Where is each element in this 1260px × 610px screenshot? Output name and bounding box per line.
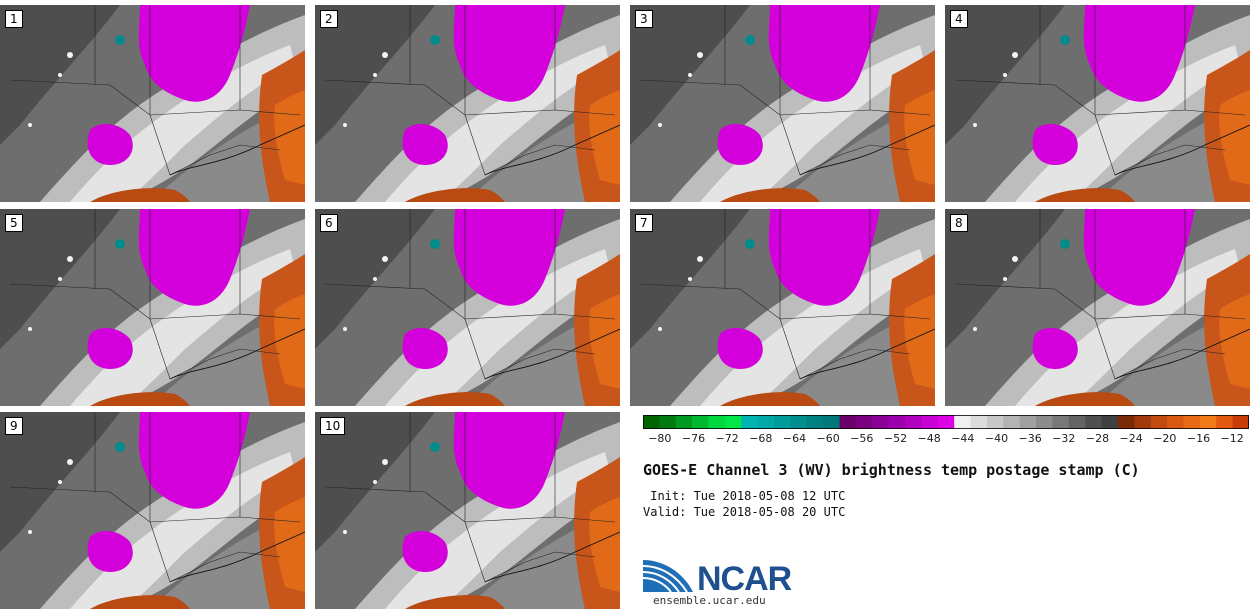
- panel-number-label: 5: [5, 214, 23, 232]
- colorbar-swatch: [1167, 415, 1184, 429]
- colorbar-swatch: [855, 415, 873, 429]
- colorbar-tick-label: −40: [984, 432, 1009, 445]
- colorbar-swatch: [1232, 415, 1249, 429]
- colorbar-swatch: [724, 415, 742, 429]
- colorbar-swatch: [643, 415, 660, 429]
- figure-title: GOES-E Channel 3 (WV) brightness temp po…: [643, 461, 1140, 479]
- panel-number-label: 7: [635, 214, 653, 232]
- panel-number-label: 3: [635, 10, 653, 28]
- colorbar-tick-label: −64: [782, 432, 807, 445]
- water-vapor-map: [945, 209, 1250, 406]
- colorbar-swatch: [905, 415, 922, 429]
- water-vapor-map: [0, 209, 305, 406]
- colorbar-swatch: [1117, 415, 1135, 429]
- colorbar-swatch: [1134, 415, 1152, 429]
- colorbar-swatch: [1150, 415, 1168, 429]
- postage-stamp-panel: 8: [945, 209, 1250, 406]
- colorbar: [643, 415, 1249, 429]
- postage-stamp-panel: 6: [315, 209, 620, 406]
- postage-stamp-panel: 1: [0, 5, 305, 202]
- colorbar-tick-label: −36: [1018, 432, 1042, 445]
- colorbar-swatch: [1085, 415, 1103, 429]
- colorbar-tick-label: −76: [681, 432, 706, 445]
- water-vapor-map: [630, 5, 935, 202]
- colorbar-swatch: [986, 415, 1004, 429]
- postage-stamp-panel: 7: [630, 209, 935, 406]
- colorbar-swatch: [806, 415, 824, 429]
- colorbar-swatch: [954, 415, 972, 429]
- colorbar-tick-label: −28: [1085, 432, 1110, 445]
- colorbar-swatch: [1068, 415, 1086, 429]
- colorbar-ticks: −80 −76 −72 −68 −64 −60 −56 −52 −48 −44 −40 −36 −32−…: [643, 432, 1249, 450]
- colorbar-swatch: [1036, 415, 1053, 429]
- colorbar-swatch: [937, 415, 955, 429]
- colorbar-tick-label: −72: [715, 432, 739, 445]
- colorbar-swatch: [888, 415, 906, 429]
- colorbar-swatch: [774, 415, 791, 429]
- colorbar-swatch: [1199, 415, 1217, 429]
- colorbar-tick-label: −44: [951, 432, 975, 445]
- colorbar-tick-label: −48: [917, 432, 941, 445]
- colorbar-tick-label: −52: [883, 432, 908, 445]
- site-url: ensemble.ucar.edu: [653, 594, 766, 607]
- colorbar-tick-label: −32: [1052, 432, 1076, 445]
- colorbar-tick-label: −12: [1220, 432, 1244, 445]
- water-vapor-map: [0, 412, 305, 609]
- colorbar-swatch: [675, 415, 693, 429]
- colorbar-swatch: [1019, 415, 1037, 429]
- colorbar-swatch: [1216, 415, 1234, 429]
- colorbar-swatch: [872, 415, 890, 429]
- ncar-logo-icon: [643, 552, 695, 592]
- panel-number-label: 8: [950, 214, 968, 232]
- colorbar-swatch: [921, 415, 939, 429]
- colorbar-swatch: [692, 415, 710, 429]
- colorbar-swatch: [757, 415, 775, 429]
- colorbar-swatch: [823, 415, 841, 429]
- colorbar-swatch: [1183, 415, 1201, 429]
- colorbar-swatch: [1052, 415, 1070, 429]
- colorbar-tick-label: −20: [1153, 432, 1177, 445]
- postage-stamp-panel: 2: [315, 5, 620, 202]
- postage-stamp-panel: 9: [0, 412, 305, 609]
- water-vapor-map: [315, 412, 620, 609]
- colorbar-tick-label: −16: [1186, 432, 1211, 445]
- colorbar-tick-label: −80: [648, 432, 672, 445]
- postage-stamp-panel: 3: [630, 5, 935, 202]
- colorbar-swatch: [839, 415, 857, 429]
- panel-number-label: 9: [5, 417, 23, 435]
- colorbar-tick-label: −60: [816, 432, 840, 445]
- init-time: Init: Tue 2018-05-08 12 UTC: [643, 489, 846, 503]
- panel-number-label: 6: [320, 214, 338, 232]
- water-vapor-map: [315, 209, 620, 406]
- panel-number-label: 10: [320, 417, 346, 435]
- water-vapor-map: [630, 209, 935, 406]
- colorbar-tick-label: −56: [850, 432, 874, 445]
- colorbar-swatch: [741, 415, 759, 429]
- panel-number-label: 2: [320, 10, 338, 28]
- colorbar-swatch: [790, 415, 808, 429]
- valid-time: Valid: Tue 2018-05-08 20 UTC: [643, 505, 846, 519]
- colorbar-swatch: [970, 415, 988, 429]
- panel-number-label: 4: [950, 10, 968, 28]
- water-vapor-map: [0, 5, 305, 202]
- water-vapor-map: [945, 5, 1250, 202]
- colorbar-tick-label: −24: [1119, 432, 1143, 445]
- postage-stamp-panel: 10: [315, 412, 620, 609]
- postage-stamp-panel: 4: [945, 5, 1250, 202]
- ncar-logo-text: NCAR: [697, 560, 792, 598]
- colorbar-tick-label: −68: [749, 432, 773, 445]
- colorbar-swatch: [708, 415, 726, 429]
- colorbar-swatch: [1003, 415, 1021, 429]
- colorbar-swatch: [1101, 415, 1119, 429]
- water-vapor-map: [315, 5, 620, 202]
- postage-stamp-panel: 5: [0, 209, 305, 406]
- colorbar-swatch: [659, 415, 677, 429]
- panel-number-label: 1: [5, 10, 23, 28]
